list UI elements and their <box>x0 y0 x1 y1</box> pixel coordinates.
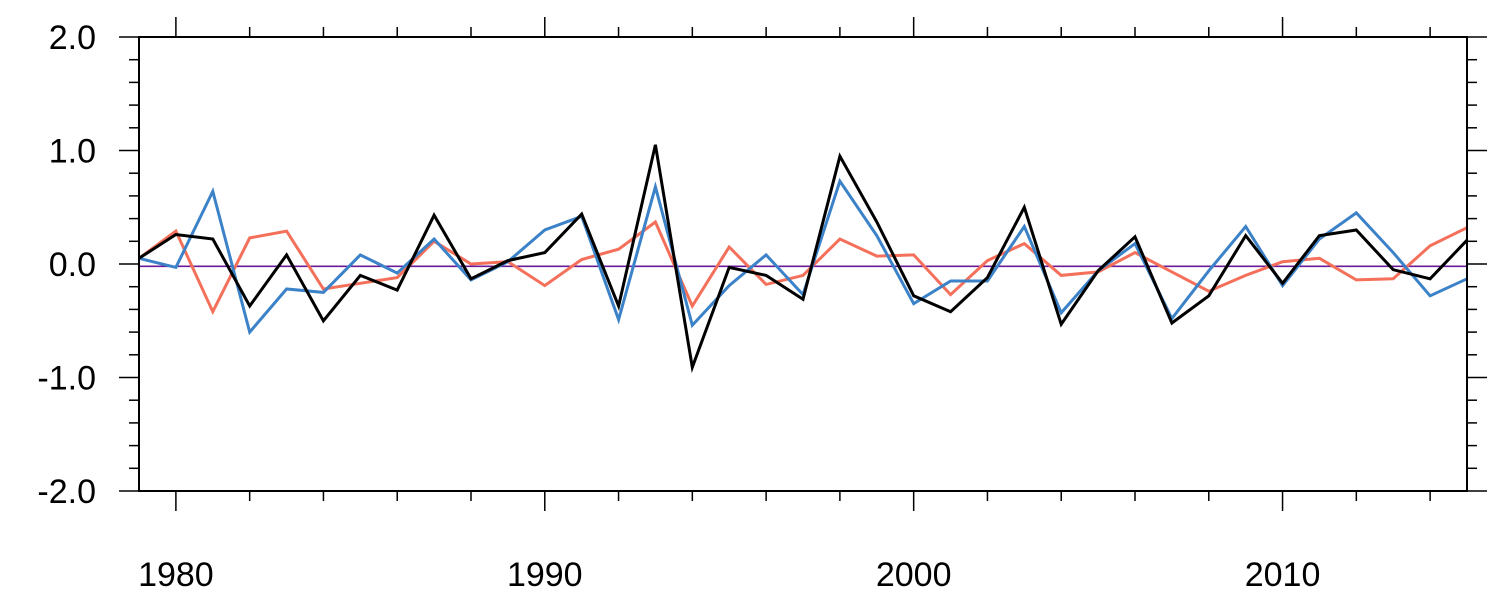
y-tick-label: -1.0 <box>37 360 96 398</box>
tick-labels: 1980 1990 2000 2010 -2.0 -1.0 0.0 1.0 2.0 <box>37 19 1320 590</box>
plot-frame <box>138 36 1468 492</box>
series-line-2 <box>138 177 1468 336</box>
series-layer <box>138 144 1469 374</box>
y-tick-label: 1.0 <box>49 133 96 171</box>
axis-ticks <box>119 17 1487 511</box>
series-line-1 <box>138 144 1469 374</box>
x-tick-label: 1980 <box>138 556 214 590</box>
x-tick-label: 2000 <box>876 556 952 590</box>
x-tick-label: 2010 <box>1245 556 1321 590</box>
y-tick-label: -2.0 <box>37 473 96 511</box>
y-tick-label: 0.0 <box>49 246 96 284</box>
x-tick-label: 1990 <box>507 556 583 590</box>
y-tick-label: 2.0 <box>49 19 96 57</box>
series-line-3 <box>138 219 1468 316</box>
